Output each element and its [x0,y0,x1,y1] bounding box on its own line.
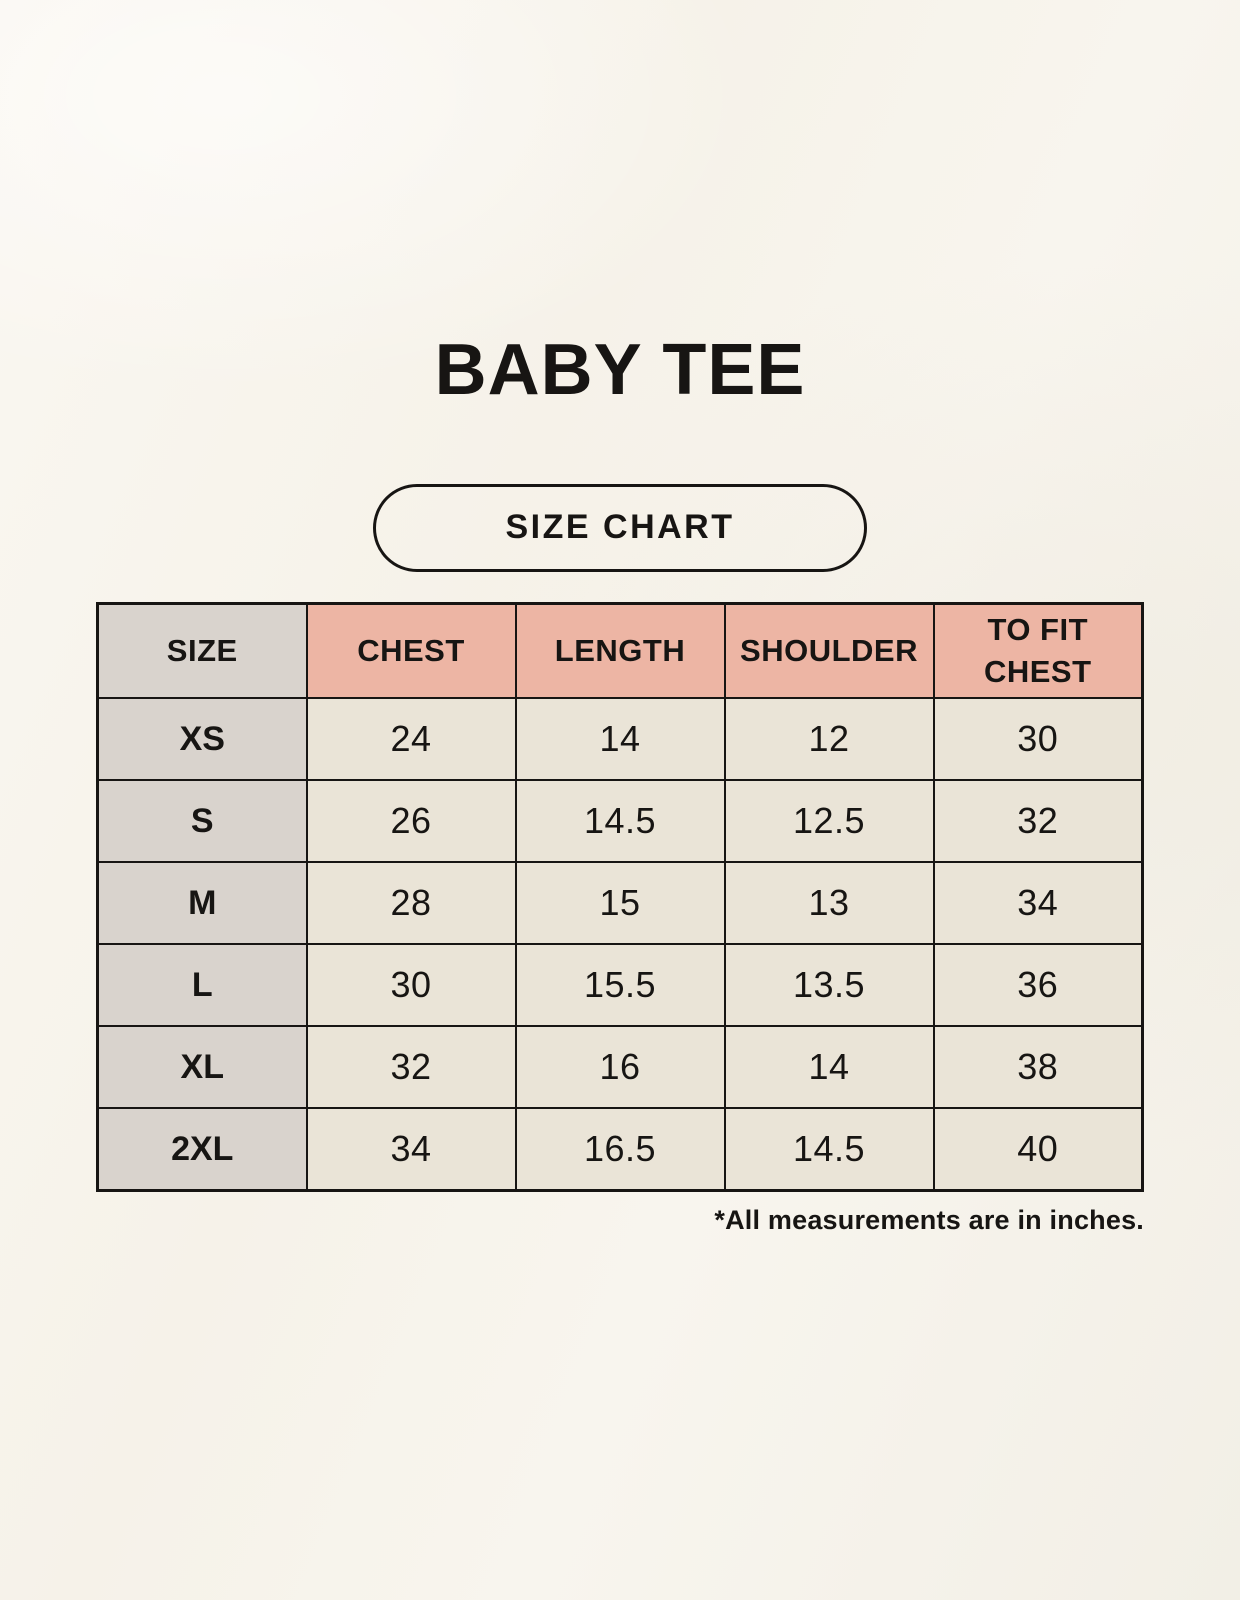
cell-s-shoulder: 12.5 [723,779,935,864]
table-row-2xl: 2XL 34 16.5 14.5 40 [96,1107,1144,1192]
cell-xs-to-fit-chest: 30 [932,697,1144,782]
row-label-m: M [96,861,308,946]
column-header-size: SIZE [96,602,308,700]
cell-xl-chest: 32 [305,1025,517,1110]
column-header-shoulder: SHOULDER [723,602,935,700]
cell-2xl-length: 16.5 [514,1107,726,1192]
table-row-m: M 28 15 13 34 [96,861,1144,946]
row-label-l: L [96,943,308,1028]
cell-l-shoulder: 13.5 [723,943,935,1028]
cell-m-chest: 28 [305,861,517,946]
column-header-size-label: SIZE [166,633,238,668]
row-label-xl: XL [96,1025,308,1110]
column-header-shoulder-label: SHOULDER [740,633,918,668]
column-header-to-fit-chest: TO FIT CHEST [932,602,1144,700]
size-chart-pill: SIZE CHART [373,483,867,572]
cell-s-length: 14.5 [514,779,726,864]
table-row-xl: XL 32 16 14 38 [96,1025,1144,1110]
cell-xl-to-fit-chest: 38 [932,1025,1144,1110]
table-row-s: S 26 14.5 12.5 32 [96,779,1144,864]
column-header-chest: CHEST [305,602,517,700]
cell-2xl-shoulder: 14.5 [723,1107,935,1192]
cell-m-shoulder: 13 [723,861,935,946]
row-label-xs: XS [96,697,308,782]
cell-2xl-to-fit-chest: 40 [932,1107,1144,1192]
column-header-chest-label: CHEST [357,633,465,668]
cell-xs-length: 14 [514,697,726,782]
size-chart-pill-label: SIZE CHART [505,508,735,547]
row-label-2xl: 2XL [96,1107,308,1192]
cell-s-chest: 26 [305,779,517,864]
cell-l-to-fit-chest: 36 [932,943,1144,1028]
column-header-length-label: LENGTH [554,633,686,668]
cell-2xl-chest: 34 [305,1107,517,1192]
page-title: BABY TEE [434,330,806,410]
cell-xs-shoulder: 12 [723,697,935,782]
cell-xl-shoulder: 14 [723,1025,935,1110]
cell-l-chest: 30 [305,943,517,1028]
column-header-length: LENGTH [514,602,726,700]
cell-l-length: 15.5 [514,943,726,1028]
cell-m-to-fit-chest: 34 [932,861,1144,946]
table-row-xs: XS 24 14 12 30 [96,697,1144,782]
measurements-footnote: *All measurements are in inches. [714,1204,1144,1235]
table-row-l: L 30 15.5 13.5 36 [96,943,1144,1028]
size-chart-table-container: SIZE CHEST LENGTH SHOULDER TO FIT CHEST … [96,601,1144,1236]
size-chart-table: SIZE CHEST LENGTH SHOULDER TO FIT CHEST … [96,601,1144,1192]
row-label-s: S [96,779,308,864]
cell-xs-chest: 24 [305,697,517,782]
table-header-row: SIZE CHEST LENGTH SHOULDER TO FIT CHEST [96,602,1144,700]
cell-xl-length: 16 [514,1025,726,1110]
cell-m-length: 15 [514,861,726,946]
column-header-to-fit-chest-label: TO FIT CHEST [983,612,1092,689]
cell-s-to-fit-chest: 32 [932,779,1144,864]
